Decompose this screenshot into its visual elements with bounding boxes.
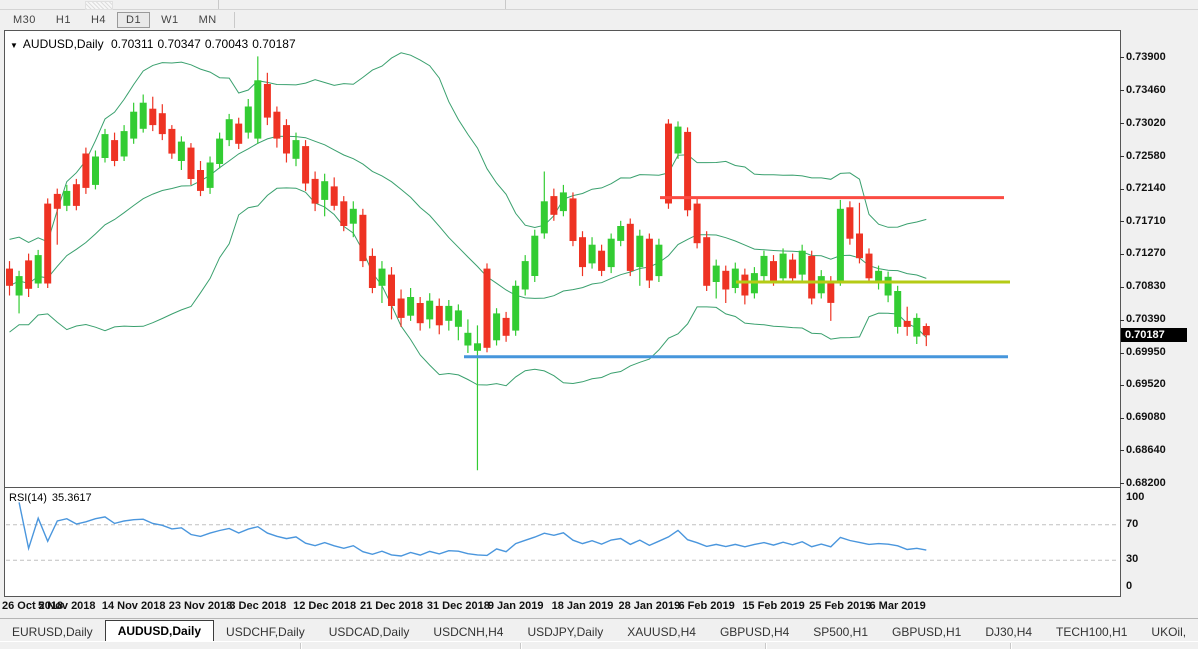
rsi-axis-label: 100 (1126, 491, 1145, 503)
price-axis-tick (1120, 450, 1124, 452)
price-axis-tick (1120, 319, 1124, 321)
chart-title: ▼ AUDUSD,Daily 0.70311 0.70347 0.70043 0.701… (10, 37, 300, 51)
price-axis-label: 0.73460 (1126, 83, 1166, 96)
ohlc-close-value: 0.70187 (252, 37, 296, 51)
price-axis-label: 0.69080 (1126, 411, 1166, 423)
tab-usdcad-daily[interactable]: USDCAD,Daily (328, 625, 410, 639)
date-label: 23 Nov 2018 (168, 600, 233, 612)
status-divider (520, 643, 522, 649)
price-axis-label: 0.70390 (1126, 313, 1166, 326)
price-axis-label: 0.71710 (1126, 214, 1166, 227)
rsi-axis-label: 70 (1126, 517, 1139, 530)
tab-gbpusd-h1[interactable]: GBPUSD,H1 (892, 625, 962, 639)
price-axis-tick (1120, 90, 1124, 92)
timeframe-button-H1[interactable]: H1 (55, 13, 71, 26)
rsi-indicator-pane[interactable] (4, 487, 1121, 597)
price-axis-label: 0.73900 (1126, 50, 1166, 63)
date-label: 15 Feb 2019 (742, 600, 805, 612)
rsi-axis-label: 0 (1126, 580, 1133, 592)
tab-eurusd-daily[interactable]: EURUSD,Daily (12, 625, 93, 639)
toolbar-divider (233, 11, 235, 28)
tab-gbpusd-h4[interactable]: GBPUSD,H4 (719, 625, 790, 639)
date-label: 9 Jan 2019 (487, 600, 544, 612)
rsi-indicator-label: RSI(14) 35.3617 (9, 492, 97, 504)
price-axis-label: 0.73020 (1126, 116, 1166, 129)
price-axis-tick (1120, 188, 1124, 190)
price-axis-tick (1120, 384, 1124, 386)
timeframe-button-MN[interactable]: MN (198, 13, 217, 26)
chevron-down-icon[interactable]: ▼ (10, 41, 18, 50)
tab-usdjpy-daily[interactable]: USDJPY,Daily (527, 625, 604, 639)
toolbar-divider (505, 0, 506, 9)
candlestick-chart-pane[interactable] (4, 30, 1121, 488)
rsi-name: RSI(14) (9, 492, 47, 504)
price-axis-tick (1120, 57, 1124, 59)
date-label: 12 Dec 2018 (293, 600, 357, 612)
ohlc-open-value: 0.70311 (110, 37, 154, 51)
date-label: 21 Dec 2018 (360, 600, 423, 612)
price-axis-label: 0.69950 (1126, 346, 1166, 358)
tab-xauusd-h4[interactable]: XAUUSD,H4 (627, 625, 696, 639)
status-divider (300, 643, 302, 649)
date-label: 31 Dec 2018 (426, 600, 490, 612)
date-label: 18 Jan 2019 (551, 600, 614, 612)
price-axis-tick (1120, 253, 1124, 255)
ohlc-low-value: 0.70043 (204, 37, 249, 51)
status-bar (0, 641, 1198, 649)
tab-usdchf-daily[interactable]: USDCHF,Daily (226, 625, 305, 639)
price-axis-tick (1120, 123, 1124, 125)
date-label: 6 Feb 2019 (678, 600, 735, 612)
top-toolbar-remnant (0, 0, 1198, 10)
date-label: 25 Feb 2019 (809, 600, 872, 612)
date-label: 6 Mar 2019 (869, 600, 926, 612)
price-axis-label: 0.68200 (1126, 476, 1166, 489)
rsi-axis-label: 30 (1126, 553, 1139, 566)
status-divider (1010, 643, 1012, 649)
rsi-current-value: 35.3617 (51, 492, 92, 504)
chart-tabs-bar: EURUSD,Daily AUDUSD,Daily USDCHF,Daily USDC… (0, 618, 1198, 642)
tab-audusd-daily[interactable]: AUDUSD,Daily (104, 620, 215, 642)
price-axis-label: 0.68640 (1126, 443, 1166, 456)
status-divider (765, 643, 767, 649)
price-axis-tick (1120, 352, 1124, 354)
price-axis-label: 0.72140 (1126, 182, 1166, 195)
date-label: 26 Oct 2018 (2, 600, 64, 612)
tab-sp500-h1[interactable]: SP500,H1 (813, 625, 868, 639)
current-price-tag: 0.70187 (1121, 328, 1187, 343)
date-label: 3 Dec 2018 (229, 600, 287, 612)
toolbar-drag-handle (85, 1, 113, 10)
timeframe-toolbar: M30 H1 H4 D1 W1 MN (0, 10, 1198, 29)
tab-tech100-h1[interactable]: TECH100,H1 (1056, 625, 1128, 639)
price-axis-tick (1120, 156, 1124, 158)
price-axis-tick (1120, 286, 1124, 288)
time-axis[interactable]: 26 Oct 2018 5 Nov 2018 14 Nov 2018 23 Nov 2… (0, 596, 1198, 618)
price-axis-tick (1120, 483, 1124, 485)
timeframe-button-D1[interactable]: D1 (117, 11, 151, 28)
tab-usdcnh-h4[interactable]: USDCNH,H4 (433, 625, 504, 639)
timeframe-button-M30[interactable]: M30 (13, 13, 36, 26)
timeframe-button-H4[interactable]: H4 (90, 13, 107, 26)
tab-dj30-h4[interactable]: DJ30,H4 (985, 625, 1033, 639)
price-axis-label: 0.69520 (1126, 378, 1166, 391)
toolbar-divider (218, 0, 219, 9)
tab-ukoil-[interactable]: UKOil, (1151, 625, 1187, 639)
date-label: 28 Jan 2019 (618, 600, 681, 612)
chart-symbol-label: AUDUSD,Daily (22, 37, 104, 51)
price-axis-tick (1120, 221, 1124, 223)
price-axis-label: 0.72580 (1126, 149, 1166, 162)
timeframe-button-W1[interactable]: W1 (161, 13, 179, 26)
price-axis-label: 0.70830 (1126, 280, 1166, 293)
ohlc-high-value: 0.70347 (157, 37, 201, 51)
date-label: 14 Nov 2018 (101, 600, 166, 612)
price-axis-tick (1120, 417, 1124, 419)
price-axis-label: 0.71270 (1126, 247, 1166, 260)
date-label: 5 Nov 2018 (38, 600, 96, 612)
